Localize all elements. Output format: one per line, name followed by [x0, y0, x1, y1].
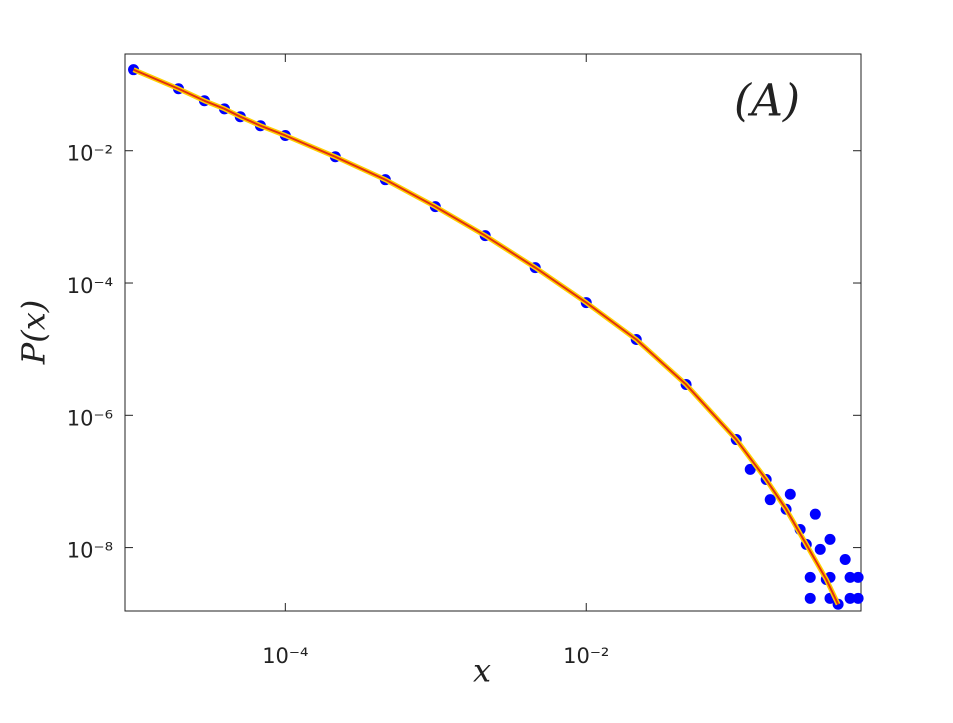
data-point: [804, 571, 816, 583]
x-axis-label: x: [473, 652, 491, 690]
y-axis-label: P(x): [15, 300, 53, 366]
data-point: [844, 571, 856, 583]
data-point: [804, 592, 816, 604]
y-tick-label: 10⁻²: [67, 142, 113, 166]
data-point: [852, 592, 864, 604]
data-point: [814, 543, 826, 555]
data-point: [824, 533, 836, 545]
data-point: [839, 554, 851, 566]
plot-frame: [124, 53, 862, 612]
fit-line: [133, 68, 840, 605]
y-tick-label: 10⁻⁴: [67, 274, 113, 298]
data-point: [852, 571, 864, 583]
data-point: [764, 494, 776, 506]
x-tick-label: 10⁻²: [563, 644, 609, 668]
data-point: [784, 488, 796, 500]
data-point: [744, 463, 756, 475]
y-tick-label: 10⁻⁸: [67, 539, 113, 563]
data-point: [844, 592, 856, 604]
x-tick-label: 10⁻⁴: [262, 644, 308, 668]
data-point: [809, 508, 821, 520]
annotation: (A): [734, 76, 800, 127]
y-tick-label: 10⁻⁶: [67, 406, 113, 430]
